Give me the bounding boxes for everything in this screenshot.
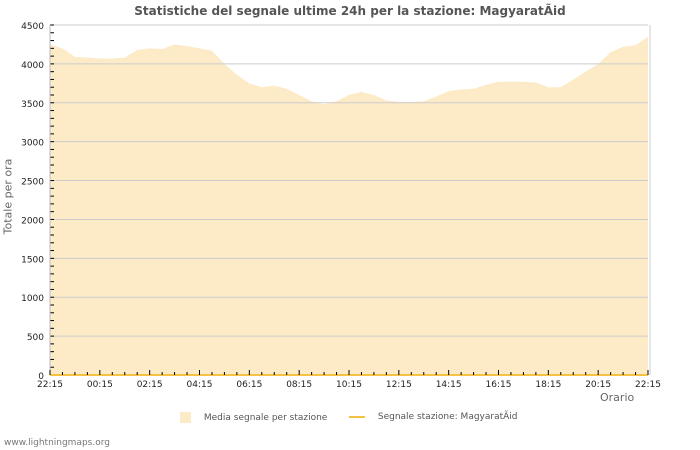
svg-text:3500: 3500 [21,100,44,110]
svg-text:0: 0 [38,372,44,382]
svg-text:20:15: 20:15 [585,380,611,390]
svg-text:06:15: 06:15 [236,380,262,390]
svg-text:1500: 1500 [21,255,44,265]
svg-text:4000: 4000 [21,61,44,71]
svg-text:18:15: 18:15 [535,380,561,390]
y-axis-label: Totale per ora [1,158,15,235]
chart-title: Statistiche del segnale ultime 24h per l… [134,4,566,18]
svg-text:22:15: 22:15 [635,380,661,390]
legend-item-station: Segnale stazione: MagyaratÃid [349,412,518,422]
svg-text:10:15: 10:15 [336,380,362,390]
svg-text:16:15: 16:15 [486,380,512,390]
x-axis-label: Orario [600,391,635,404]
svg-text:14:15: 14:15 [436,380,462,390]
svg-text:4500: 4500 [21,22,44,32]
svg-text:2500: 2500 [21,178,44,188]
svg-text:04:15: 04:15 [187,380,213,390]
area-swatch-icon [180,412,191,423]
footer-credit: www.lightningmaps.org [4,438,110,448]
svg-text:1000: 1000 [21,294,44,304]
svg-text:00:15: 00:15 [87,380,113,390]
legend-item-average: Media segnale per stazione [180,412,327,423]
svg-text:22:15: 22:15 [37,380,63,390]
svg-text:02:15: 02:15 [137,380,163,390]
svg-text:08:15: 08:15 [286,380,312,390]
svg-text:12:15: 12:15 [386,380,412,390]
svg-text:3000: 3000 [21,139,44,149]
svg-text:2000: 2000 [21,216,44,226]
line-swatch-icon [349,415,365,418]
svg-text:500: 500 [27,333,44,343]
